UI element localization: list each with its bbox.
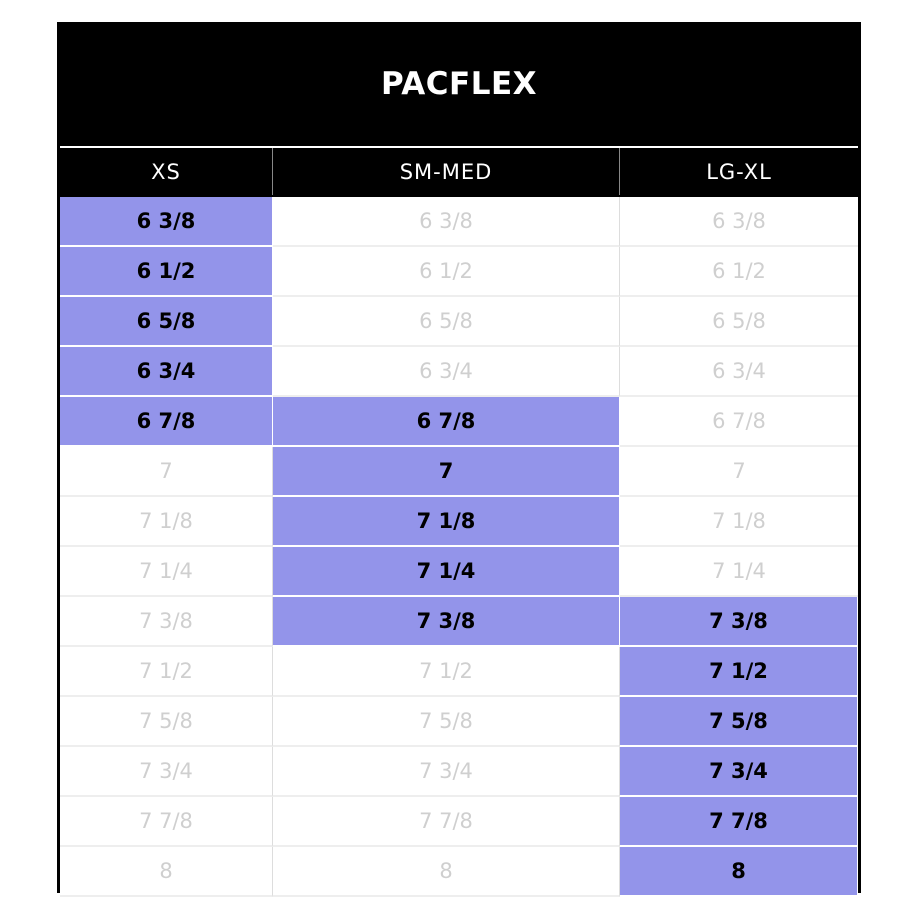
header-row: XS SM-MED LG-XL	[60, 146, 858, 195]
size-cell-highlighted: 6 7/8	[60, 397, 273, 447]
size-cell-highlighted: 7 3/8	[620, 597, 858, 647]
size-cell: 7 3/4	[273, 747, 620, 797]
size-cell: 7 5/8	[60, 697, 273, 747]
table-row: 7 3/4 7 3/4 7 3/4	[60, 747, 858, 797]
size-cell: 7	[60, 447, 273, 497]
size-cell-highlighted: 6 7/8	[273, 397, 620, 447]
size-cell: 6 3/4	[620, 347, 858, 397]
table-row: 6 5/8 6 5/8 6 5/8	[60, 297, 858, 347]
size-cell: 6 1/2	[620, 247, 858, 297]
size-cell: 7 1/8	[60, 497, 273, 547]
table-row: 7 7/8 7 7/8 7 7/8	[60, 797, 858, 847]
size-cell: 6 5/8	[273, 297, 620, 347]
column-header: SM-MED	[273, 148, 620, 195]
size-cell: 7 1/2	[273, 647, 620, 697]
size-cell: 6 5/8	[620, 297, 858, 347]
table-row: 7 3/8 7 3/8 7 3/8	[60, 597, 858, 647]
column-header: LG-XL	[706, 159, 772, 184]
size-cell: 7 3/4	[60, 747, 273, 797]
size-cell: 7 1/2	[60, 647, 273, 697]
size-cell-highlighted: 7 1/8	[273, 497, 620, 547]
table-row: 6 7/8 6 7/8 6 7/8	[60, 397, 858, 447]
size-cell-highlighted: 7 1/2	[620, 647, 858, 697]
table-row: 7 5/8 7 5/8 7 5/8	[60, 697, 858, 747]
table-row: 7 1/4 7 1/4 7 1/4	[60, 547, 858, 597]
size-cell: 8	[273, 847, 620, 897]
size-cell-highlighted: 7 3/8	[273, 597, 620, 647]
column-header: XS	[60, 148, 273, 195]
size-cell: 7 7/8	[273, 797, 620, 847]
size-cell-highlighted: 7 5/8	[620, 697, 858, 747]
size-cell: 8	[60, 847, 273, 897]
size-cell: 7 1/4	[620, 547, 858, 597]
table-row: 7 1/8 7 1/8 7 1/8	[60, 497, 858, 547]
table-row: 7 1/2 7 1/2 7 1/2	[60, 647, 858, 697]
size-cell: 6 1/2	[273, 247, 620, 297]
size-cell: 7 1/8	[620, 497, 858, 547]
size-cell: 7 7/8	[60, 797, 273, 847]
size-cell-highlighted: 6 5/8	[60, 297, 273, 347]
size-cell-highlighted: 7 1/4	[273, 547, 620, 597]
size-cell-highlighted: 6 1/2	[60, 247, 273, 297]
size-cell: 7	[620, 447, 858, 497]
size-cell: 7 3/8	[60, 597, 273, 647]
chart-title: PACFLEX	[380, 66, 538, 102]
size-chart: PACFLEX XS SM-MED LG-XL 6 3/8 6 3/8 6 3/8 6 1/…	[57, 22, 861, 897]
size-cell-highlighted: 6 3/4	[60, 347, 273, 397]
table-row: 6 1/2 6 1/2 6 1/2	[60, 247, 858, 297]
size-cell-highlighted: 8	[620, 847, 858, 897]
size-cell: 6 3/4	[273, 347, 620, 397]
size-cell-highlighted: 7 7/8	[620, 797, 858, 847]
size-cell-highlighted: 6 3/8	[60, 197, 273, 247]
table-row: 6 3/4 6 3/4 6 3/4	[60, 347, 858, 397]
size-table: XS SM-MED LG-XL 6 3/8 6 3/8 6 3/8 6 1/2 6 1/2 6 …	[60, 146, 858, 897]
size-cell: 7 5/8	[273, 697, 620, 747]
size-cell-highlighted: 7 3/4	[620, 747, 858, 797]
size-cell: 6 3/8	[273, 197, 620, 247]
table-row: 6 3/8 6 3/8 6 3/8	[60, 197, 858, 247]
size-cell: 6 7/8	[620, 397, 858, 447]
size-cell: 6 3/8	[620, 197, 858, 247]
size-cell: 7 1/4	[60, 547, 273, 597]
size-cell-highlighted: 7	[273, 447, 620, 497]
